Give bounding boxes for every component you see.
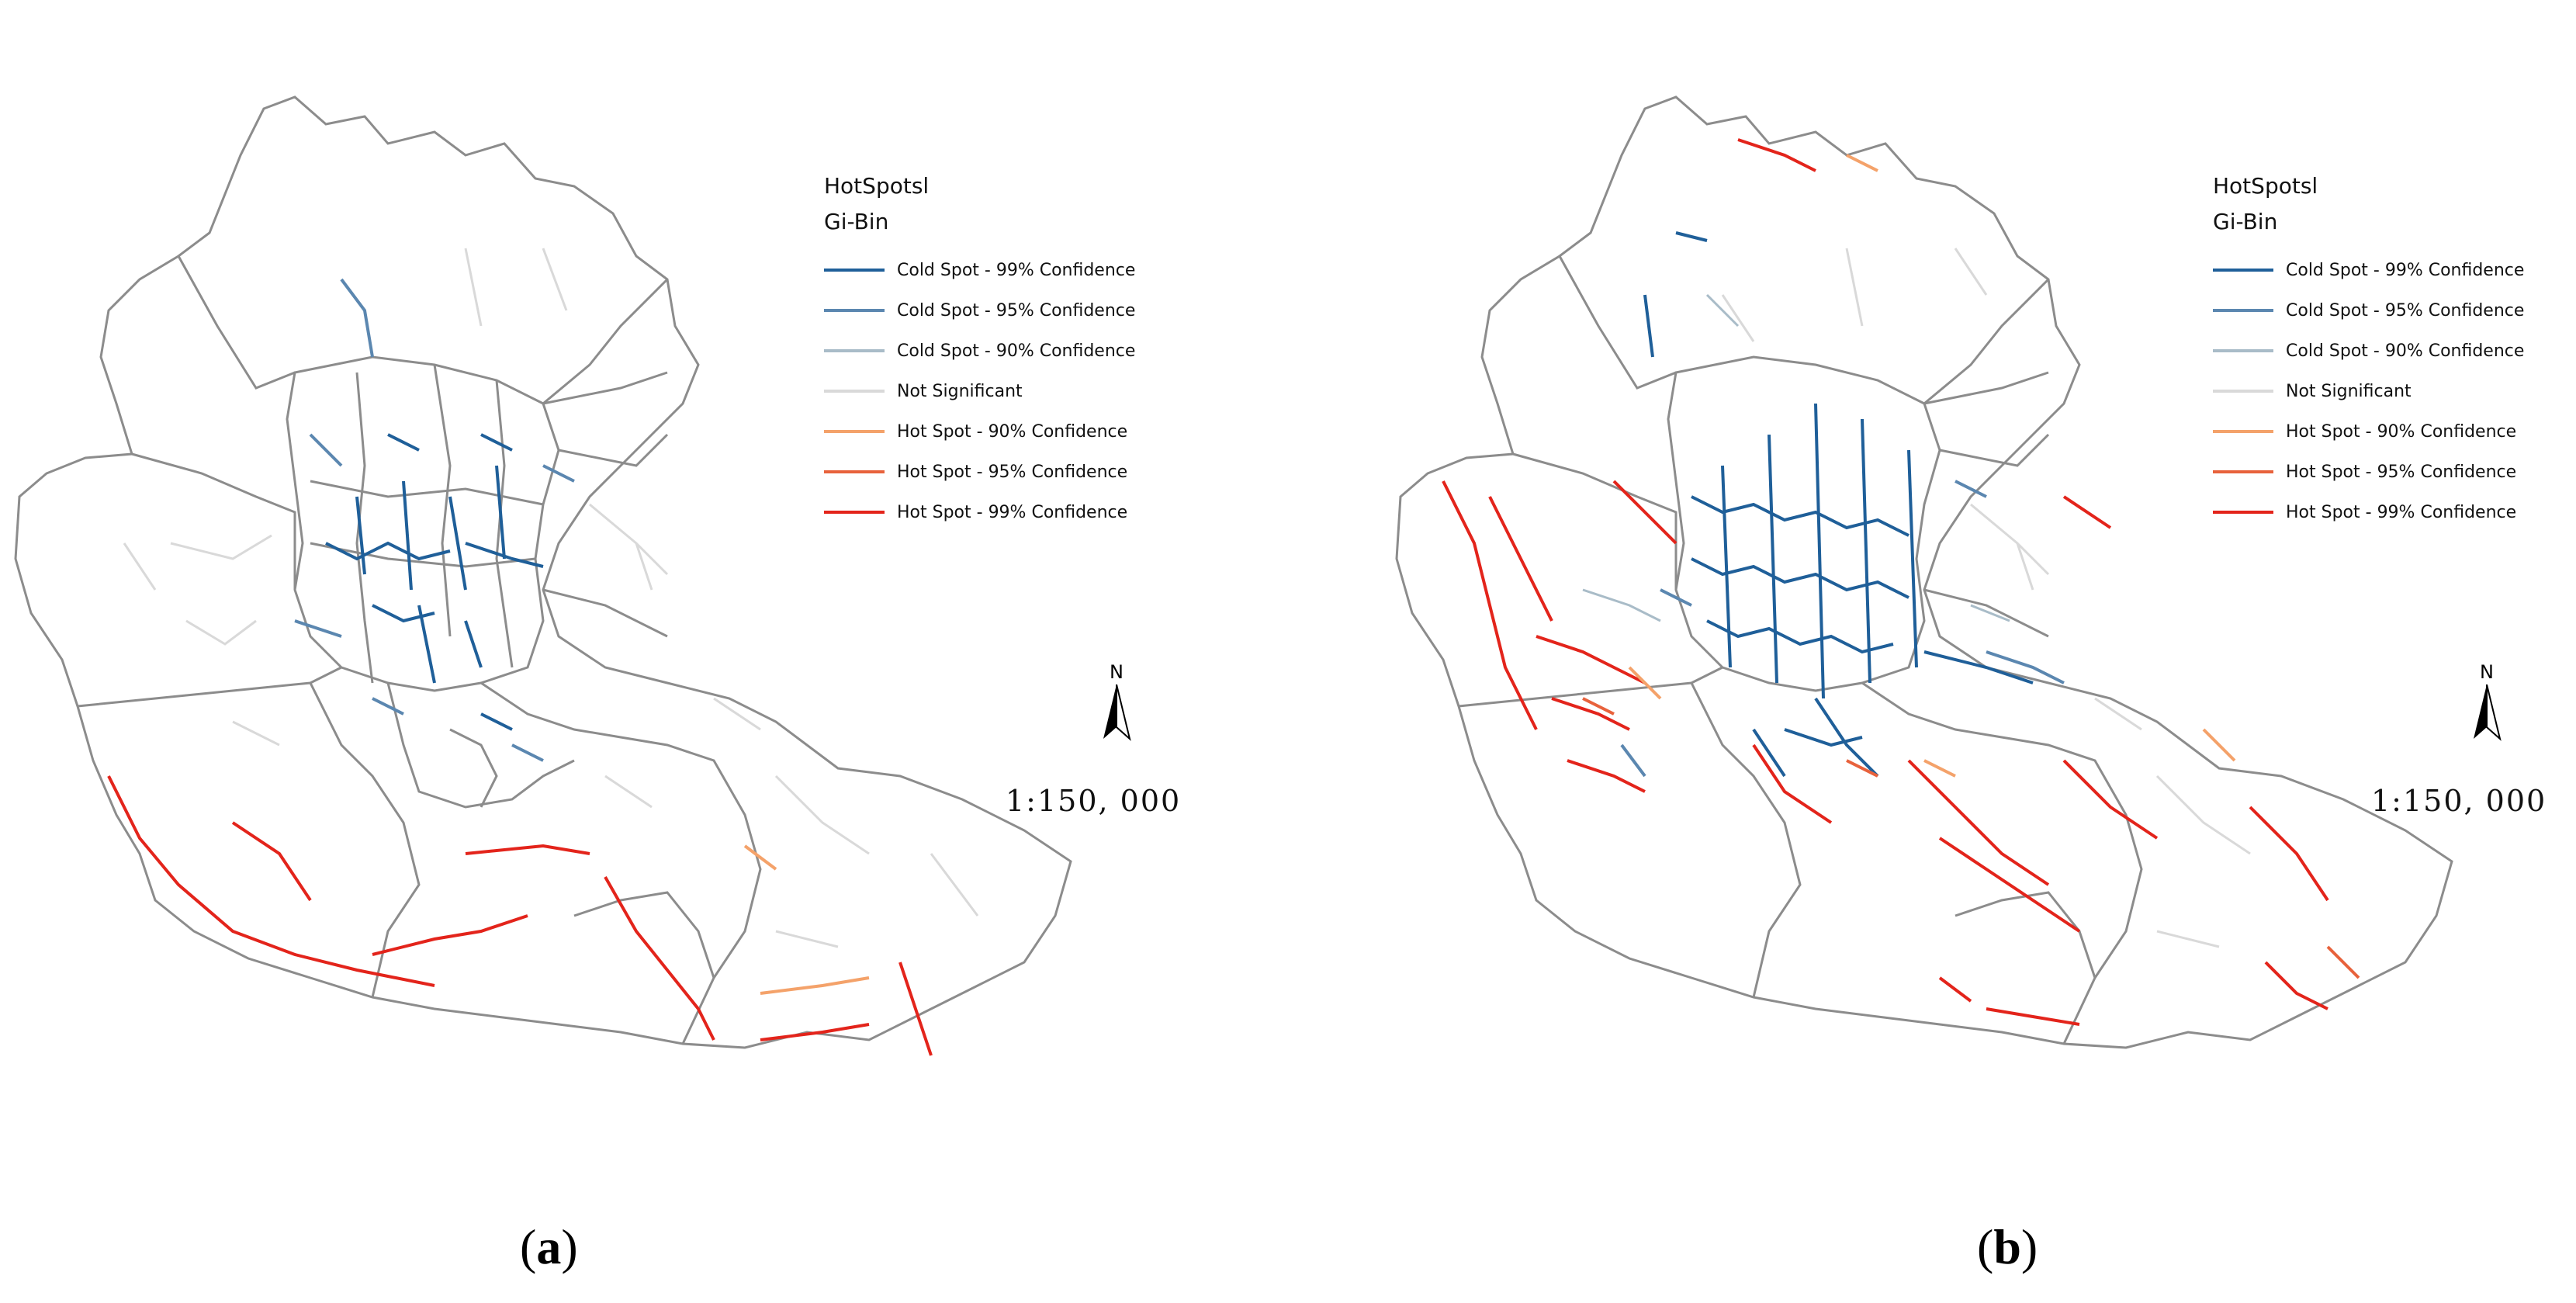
caption-a: (a) — [520, 1218, 578, 1276]
north-label: N — [1110, 661, 1124, 683]
legend-item: Hot Spot - 90% Confidence — [2213, 411, 2524, 452]
legend-title: HotSpotsl — [824, 173, 930, 199]
legend-title: HotSpotsl — [2213, 173, 2318, 199]
legend-a: HotSpotsl Gi-Bin Cold Spot - 99% Confide… — [824, 172, 1135, 532]
streets-cold-99-a — [325, 433, 544, 731]
legend-item: Not Significant — [824, 371, 1135, 411]
legend-swatch — [824, 309, 885, 312]
hotspot-map-b — [1395, 95, 2453, 1049]
scale-text-a: 1:150, 000 — [1006, 784, 1182, 818]
caption-paren-close: ) — [561, 1219, 578, 1274]
legend-item: Not Significant — [2213, 371, 2524, 411]
legend-item: Cold Spot - 95% Confidence — [824, 290, 1135, 331]
legend-subtitle: Gi-Bin — [2213, 209, 2278, 234]
north-arrow-b: N — [2467, 661, 2506, 747]
legend-swatch — [2213, 390, 2273, 393]
north-arrow-icon — [2474, 684, 2502, 741]
legend-swatch — [824, 349, 885, 352]
streets-cold-95-b — [1620, 480, 2065, 778]
city-boundary-b — [1395, 95, 2453, 1049]
city-boundary-a — [14, 95, 1072, 1049]
legend-subtitle: Gi-Bin — [824, 209, 889, 234]
legend-label: Cold Spot - 95% Confidence — [897, 300, 1136, 321]
north-arrow-a: N — [1097, 661, 1136, 747]
streets-hot-90-a — [743, 844, 870, 995]
legend-swatch — [824, 269, 885, 272]
caption-b: (b) — [1977, 1218, 2038, 1276]
legend-label: Hot Spot - 99% Confidence — [2286, 502, 2517, 522]
legend-item: Hot Spot - 95% Confidence — [824, 452, 1135, 492]
caption-letter: b — [1993, 1219, 2021, 1274]
streets-hot-90-b — [1628, 154, 2236, 778]
streets-cold-95-a — [294, 278, 575, 762]
legend-item: Cold Spot - 99% Confidence — [2213, 250, 2524, 290]
legend-swatch — [824, 470, 885, 473]
streets-hot-95-b — [1582, 697, 2360, 979]
legend-label: Cold Spot - 95% Confidence — [2286, 300, 2525, 321]
legend-label: Hot Spot - 90% Confidence — [897, 421, 1128, 442]
caption-paren-open: ( — [1977, 1219, 1994, 1274]
legend-swatch — [824, 430, 885, 433]
north-label: N — [2480, 661, 2494, 683]
map-panel-b: HotSpotsl Gi-Bin Cold Spot - 99% Confide… — [1288, 0, 2576, 1303]
legend-label: Hot Spot - 95% Confidence — [2286, 462, 2517, 482]
streets-hot-99-b — [1442, 138, 2329, 1026]
legend-item: Cold Spot - 90% Confidence — [2213, 331, 2524, 371]
legend-label: Not Significant — [2286, 381, 2412, 401]
legend-b: HotSpotsl Gi-Bin Cold Spot - 99% Confide… — [2213, 172, 2524, 532]
legend-swatch — [2213, 349, 2273, 352]
streets-cold-90-b — [1582, 293, 2010, 622]
legend-item: Hot Spot - 95% Confidence — [2213, 452, 2524, 492]
legend-swatch — [2213, 430, 2273, 433]
caption-paren-open: ( — [520, 1219, 537, 1274]
streets-cold-99-b — [1643, 231, 2034, 778]
legend-swatch — [2213, 309, 2273, 312]
hotspot-map-a — [14, 95, 1072, 1056]
legend-swatch — [2213, 511, 2273, 514]
legend-label: Not Significant — [897, 381, 1023, 401]
legend-label: Hot Spot - 90% Confidence — [2286, 421, 2517, 442]
streets-not-significant-b — [1721, 248, 2251, 948]
streets-hot-99-a — [107, 775, 933, 1056]
legend-swatch — [2213, 470, 2273, 473]
caption-letter: a — [536, 1219, 562, 1274]
legend-label: Cold Spot - 90% Confidence — [897, 341, 1136, 361]
legend-swatch — [2213, 269, 2273, 272]
scale-text-b: 1:150, 000 — [2371, 784, 2547, 818]
streets-not-significant-a — [123, 248, 979, 948]
legend-item: Hot Spot - 99% Confidence — [824, 492, 1135, 532]
legend-swatch — [824, 511, 885, 514]
map-panel-a: HotSpotsl Gi-Bin Cold Spot - 99% Confide… — [14, 95, 1182, 1276]
legend-item: Hot Spot - 99% Confidence — [2213, 492, 2524, 532]
legend-item: Cold Spot - 99% Confidence — [824, 250, 1135, 290]
caption-paren-close: ) — [2020, 1219, 2038, 1274]
legend-label: Hot Spot - 95% Confidence — [897, 462, 1128, 482]
legend-label: Hot Spot - 99% Confidence — [897, 502, 1128, 522]
legend-label: Cold Spot - 90% Confidence — [2286, 341, 2525, 361]
legend-swatch — [824, 390, 885, 393]
legend-label: Cold Spot - 99% Confidence — [897, 260, 1136, 280]
legend-item: Hot Spot - 90% Confidence — [824, 411, 1135, 452]
legend-item: Cold Spot - 90% Confidence — [824, 331, 1135, 371]
legend-label: Cold Spot - 99% Confidence — [2286, 260, 2525, 280]
north-arrow-icon — [1103, 684, 1131, 741]
legend-item: Cold Spot - 95% Confidence — [2213, 290, 2524, 331]
